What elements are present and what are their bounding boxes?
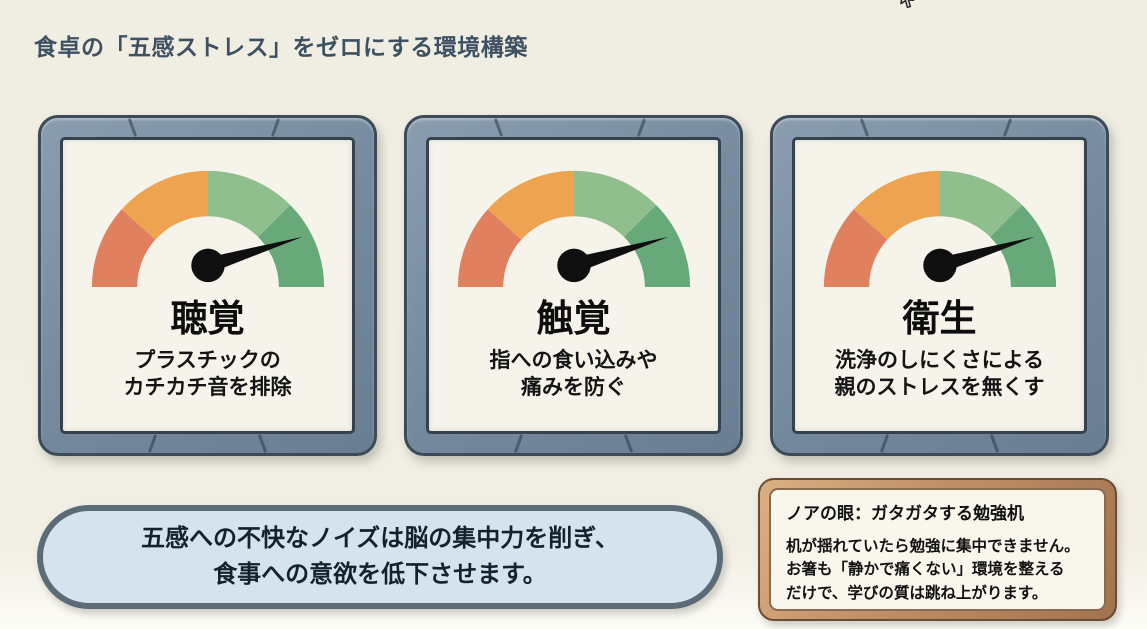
summary-line1: 五感への不快なノイズは脳の集中力を削ぎ、 [140,525,620,552]
bezel-notch [127,118,138,137]
gauge-segment-dark-green [989,204,1056,288]
gauge-card-hygiene: 衛生 洗浄のしにくさによる 親のストレスを無くす [770,115,1109,456]
gauge-title: 触覚 [536,298,611,339]
gauge-needle [937,236,1034,273]
gauge-description: 洗浄のしにくさによる 親のストレスを無くす [835,347,1045,402]
note-title: ノアの眼：ガタガタする勉強机 [786,504,1024,523]
gauge-segment-light-green [207,170,290,237]
gauge-segment-orange [487,170,574,240]
gauge-card-touch: 触覚 指への食い込みや 痛みを防ぐ [404,115,743,456]
bezel-notch [623,434,633,453]
mouse-cursor-icon [900,0,915,9]
gauge-card-row: 聴覚 プラスチックの カチカチ音を排除 触覚 指への食い込みや 痛 [38,115,1109,456]
gauge-needle-hub [190,248,225,283]
gauge-description-line1: 洗浄のしにくさによる [835,348,1044,372]
gauge-segment-dark-green [257,204,324,288]
bezel-notch [270,118,281,137]
gauge-segment-red [457,209,521,288]
summary-line2: 食事への意欲を低下させます。 [213,561,547,588]
note-body: 机が揺れていたら勉強に集中できません。 お箸も「静かで痛くない」環境を整える だ… [786,535,1089,605]
gauge-title: 衛生 [902,298,977,339]
gauge-description: 指への食い込みや 痛みを防ぐ [490,347,658,402]
gauge-description-line2: 痛みを防ぐ [521,375,626,399]
gauge-needle-hub [556,248,591,283]
note-body-line1: 机が揺れていたら勉強に集中できません。 [786,538,1080,555]
gauge-segment-dark-green [623,204,690,288]
gauge-description-line2: カチカチ音を排除 [123,375,292,399]
gauge-segment-red [91,209,155,288]
bezel-notch [513,434,524,453]
gauge-needle [571,236,668,273]
gauge-panel: 触覚 指への食い込みや 痛みを防ぐ [426,137,721,434]
gauge-title: 聴覚 [170,298,245,339]
gauge-panel: 衛生 洗浄のしにくさによる 親のストレスを無くす [792,137,1087,434]
bezel-notch [879,434,890,453]
gauge-segment-red [823,209,887,288]
note-box: ノアの眼：ガタガタする勉強机 机が揺れていたら勉強に集中できません。 お箸も「静… [758,478,1117,621]
gauge-description: プラスチックの カチカチ音を排除 [124,347,292,402]
gauge-description-line1: 指への食い込みや [489,348,658,372]
bezel-notch [1002,118,1013,137]
gauge-needle [205,236,302,273]
gauge-segment-light-green [939,170,1022,237]
bezel-notch [257,434,267,453]
note-body-line3: だけで、学びの質は跳ね上がります。 [786,584,1048,602]
bezel-notch [859,118,870,137]
page-title: 食卓の「五感ストレス」をゼロにする環境構築 [34,34,528,60]
summary-banner: 五感への不快なノイズは脳の集中力を削ぎ、 食事への意欲を低下させます。 [37,505,723,609]
gauge-meter-icon [91,170,324,288]
gauge-panel: 聴覚 プラスチックの カチカチ音を排除 [60,137,355,434]
gauge-needle-hub [922,248,957,283]
gauge-description-line1: プラスチックの [134,348,281,372]
bezel-notch [636,118,647,137]
gauge-segment-orange [121,170,208,240]
gauge-meter-icon [457,170,690,288]
bezel-notch [989,434,999,453]
note-body-line2: お箸も「静かで痛くない」環境を整える [786,561,1065,579]
bezel-notch [147,434,158,453]
gauge-card-hearing: 聴覚 プラスチックの カチカチ音を排除 [38,115,377,456]
gauge-meter-icon [823,170,1056,288]
note-box-inner: ノアの眼：ガタガタする勉強机 机が揺れていたら勉強に集中できません。 お箸も「静… [769,488,1106,611]
gauge-segment-light-green [573,170,656,237]
gauge-description-line2: 親のストレスを無くす [834,375,1045,399]
bezel-notch [493,118,504,137]
gauge-segment-orange [853,170,940,240]
